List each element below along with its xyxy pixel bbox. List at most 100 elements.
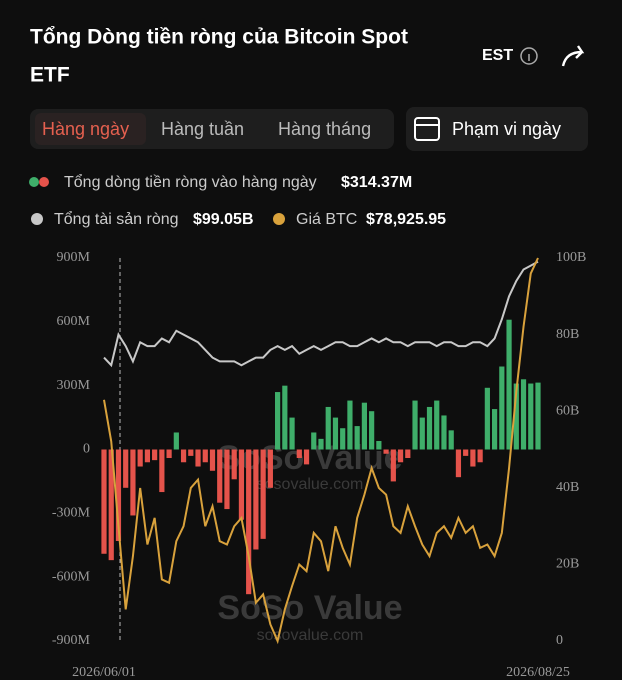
bar (448, 430, 454, 450)
legend-label: Tổng tài sản ròng (54, 210, 179, 228)
plot: 900M 600M 300M 0 -300M -600M -900M 100B 80B 60B 40… (52, 250, 586, 680)
y-tick-label: -600M (52, 569, 91, 584)
bar (303, 449, 310, 465)
legend-swatch (31, 213, 43, 225)
y2-tick-label: 100B (556, 250, 586, 265)
y2-tick-label: 60B (556, 403, 579, 418)
legend-swatch (39, 177, 49, 187)
bar (123, 449, 129, 488)
watermark: SoSo Value (217, 589, 402, 627)
legend-value: $314.37M (341, 174, 412, 191)
bar (260, 449, 266, 539)
bar (253, 449, 259, 550)
bar (369, 411, 375, 450)
y-tick-label: 0 (83, 442, 90, 457)
bar (173, 432, 179, 450)
bar (405, 449, 411, 459)
bar (499, 366, 505, 450)
bar (144, 449, 150, 463)
legend-swatch (29, 177, 39, 187)
bar (470, 449, 476, 467)
y-tick-label: 300M (57, 378, 91, 393)
bar (325, 406, 331, 450)
bar (238, 449, 245, 520)
bar (166, 449, 172, 459)
bar (296, 449, 302, 459)
bar (426, 406, 433, 450)
bar (101, 449, 107, 554)
line (103, 260, 539, 368)
info-icon[interactable] (520, 47, 538, 65)
y-tick-label: 600M (57, 314, 91, 329)
range-label[interactable]: Phạm vi ngày (452, 119, 561, 139)
bar (513, 383, 519, 450)
legend-value: $99.05B (193, 211, 254, 228)
tab[interactable]: Hàng tuần (161, 119, 244, 139)
y-tick-label: 900M (57, 250, 91, 265)
bar (441, 415, 447, 450)
bar (311, 432, 317, 450)
y-tick-label: -900M (52, 633, 91, 648)
calendar-icon (414, 117, 440, 141)
y-tick-label: -300M (52, 506, 91, 521)
bar (492, 409, 498, 450)
watermark: SoSo Value (217, 439, 402, 477)
bar (340, 428, 346, 450)
bar (231, 449, 237, 480)
bar (188, 449, 194, 456)
bar (376, 440, 382, 450)
bar (137, 449, 143, 467)
bar (152, 449, 158, 461)
bar (289, 417, 295, 450)
bar (383, 449, 389, 454)
bar (347, 400, 353, 450)
x-tick-label: 2026/06/01 (72, 665, 136, 680)
bar (209, 449, 216, 471)
bar (535, 382, 541, 450)
bar (354, 426, 360, 450)
bar (506, 319, 512, 450)
legend-value: $78,925.95 (366, 211, 446, 228)
bar (159, 449, 165, 493)
bar (275, 392, 281, 450)
bar (419, 417, 425, 450)
bar (267, 449, 273, 488)
timezone[interactable]: EST (482, 47, 513, 64)
tab[interactable]: Hàng tháng (278, 119, 371, 139)
y2-tick-label: 20B (556, 557, 579, 572)
y2-tick-label: 80B (556, 327, 579, 342)
tab[interactable]: Hàng ngày (42, 119, 129, 139)
share-icon[interactable] (561, 45, 585, 67)
legend-label: Giá BTC (296, 211, 357, 228)
bar (195, 449, 201, 467)
bar (180, 449, 187, 463)
bar (224, 449, 230, 510)
bar (318, 438, 324, 450)
range-button[interactable] (406, 107, 588, 151)
bar (477, 449, 483, 463)
x-tick-label: 2026/08/25 (506, 665, 570, 680)
bar (520, 379, 527, 450)
bar (108, 449, 114, 561)
bar (390, 449, 396, 482)
bar (246, 449, 252, 595)
bar (282, 385, 288, 450)
bar (397, 449, 404, 463)
tab-active-bg (35, 113, 146, 145)
bar (332, 417, 339, 450)
watermark: sosovalue.com (257, 627, 364, 644)
legend-swatch (273, 213, 285, 225)
bar (202, 449, 208, 463)
bar (434, 400, 440, 450)
y2-tick-label: 0 (556, 633, 563, 648)
line (103, 257, 539, 645)
legend-label: Tổng dòng tiền ròng vào hàng ngày (64, 173, 317, 191)
bar (455, 449, 462, 478)
bar (484, 387, 490, 450)
bar (528, 383, 534, 450)
bar (115, 449, 122, 541)
watermark: sosovalue.com (257, 476, 364, 493)
bar (463, 449, 469, 456)
